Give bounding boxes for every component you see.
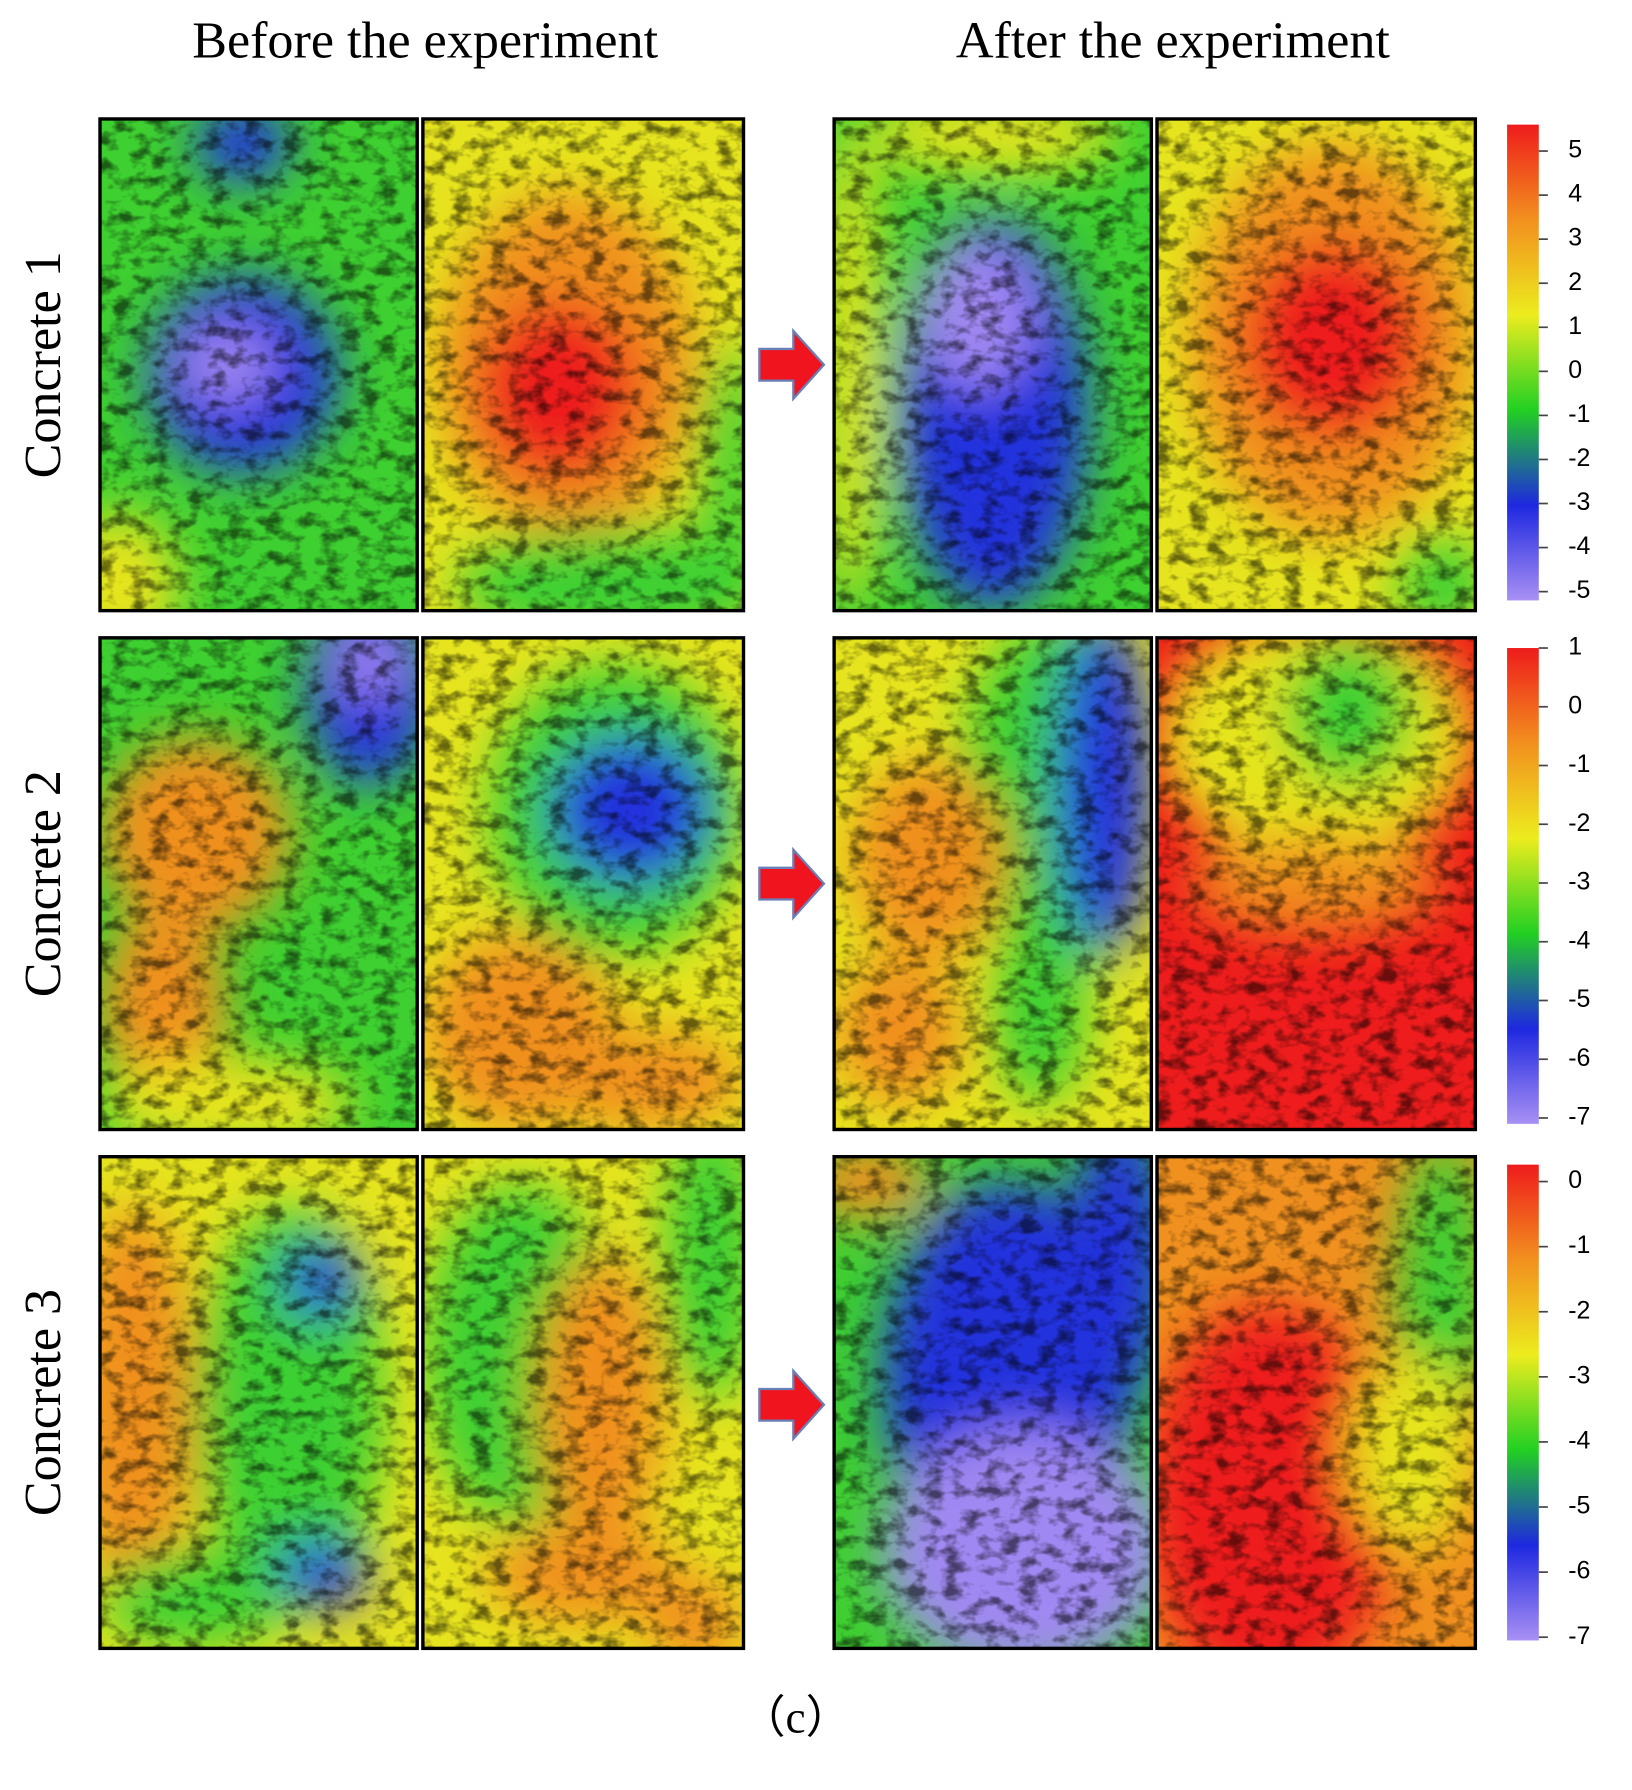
map-frame: [98, 117, 419, 613]
colorbar-tick-label: -3: [1568, 1361, 1590, 1389]
caption: （c）: [740, 1692, 851, 1742]
surface-map: [422, 637, 744, 1130]
surface-map: [99, 118, 418, 611]
row-label: Concrete 3: [15, 1289, 72, 1516]
colorbar-tick-label: 4: [1568, 180, 1582, 208]
colorbar-tick-label: -5: [1568, 1492, 1590, 1520]
map-texture: [100, 118, 418, 611]
colorbar-tick-label: -1: [1568, 750, 1590, 778]
map-texture: [834, 1156, 1152, 1649]
colorbar-tick-label: 1: [1568, 633, 1582, 661]
colorbar-tick-label: -1: [1568, 400, 1590, 428]
arrow: [758, 1367, 826, 1442]
map-frame: [832, 117, 1154, 613]
map-texture: [422, 1156, 744, 1649]
surface-map: [99, 1156, 418, 1649]
row-label: Concrete 2: [15, 770, 72, 997]
surface-map: [1157, 118, 1476, 611]
colorbar-tick-label: -4: [1568, 532, 1590, 560]
colorbar-tick-label: -7: [1568, 1103, 1590, 1131]
map-texture: [100, 637, 418, 1130]
colorbar-tick-label: -2: [1568, 444, 1590, 472]
colorbar-tick-label: -5: [1568, 576, 1590, 604]
map-frame: [1155, 636, 1478, 1132]
map-texture: [1157, 118, 1476, 611]
colorbar-tick-label: 0: [1568, 1166, 1582, 1194]
map-frame: [421, 636, 746, 1132]
colorbar-tick-label: -6: [1568, 1044, 1590, 1072]
colorbar-tick-label: 5: [1568, 136, 1582, 164]
surface-map: [1157, 637, 1476, 1130]
colorbar-tick-label: -2: [1568, 1296, 1590, 1324]
surface-map: [422, 1156, 744, 1649]
map-texture: [422, 637, 744, 1130]
map-texture: [834, 637, 1152, 1130]
colorbar-tick-label: 2: [1568, 268, 1582, 296]
arrow: [758, 327, 826, 402]
colorbar-tick-label: -7: [1568, 1622, 1590, 1650]
map-frame: [1155, 117, 1478, 613]
colorbar: [1507, 648, 1539, 1124]
map-texture: [1157, 1156, 1476, 1649]
map-frame: [832, 1155, 1154, 1651]
colorbar: [1507, 1164, 1539, 1641]
colorbar: [1507, 124, 1539, 601]
row-label: Concrete 1: [15, 251, 72, 478]
map-texture: [422, 118, 744, 611]
map-frame: [421, 1155, 746, 1651]
map-frame: [1155, 1155, 1478, 1651]
surface-map: [100, 637, 418, 1130]
colorbar-tick-label: -4: [1568, 1427, 1590, 1455]
arrows: [758, 327, 826, 1442]
colorbar-tick-label: -1: [1568, 1231, 1590, 1259]
map-frame: [421, 117, 746, 613]
colorbar-tick-label: -2: [1568, 809, 1590, 837]
colorbar-tick-label: -5: [1568, 985, 1590, 1013]
colorbar-tick-label: 1: [1568, 312, 1582, 340]
map-frame: [98, 636, 419, 1132]
map-texture: [1157, 637, 1476, 1130]
colorbar-tick-label: 0: [1568, 356, 1582, 384]
colorbar-tick-label: -3: [1568, 488, 1590, 516]
column-header: Before the experiment: [192, 12, 658, 69]
map-texture: [834, 118, 1152, 611]
map-frame: [832, 636, 1154, 1132]
colorbar-tick-label: -3: [1568, 868, 1590, 896]
map-texture: [100, 1156, 418, 1649]
colorbar-tick-label: 3: [1568, 224, 1582, 252]
surface-map: [834, 637, 1152, 1130]
map-frame: [98, 1155, 419, 1651]
surface-map: [422, 118, 744, 611]
colorbar-tick-label: -6: [1568, 1557, 1590, 1585]
surface-map: [1157, 1156, 1476, 1649]
surface-map: [834, 118, 1152, 611]
colorbar-tick-label: -4: [1568, 926, 1590, 954]
column-header: After the experiment: [956, 12, 1391, 69]
arrow: [758, 846, 826, 921]
surface-map: [834, 1156, 1152, 1649]
colorbar-tick-label: 0: [1568, 691, 1582, 719]
